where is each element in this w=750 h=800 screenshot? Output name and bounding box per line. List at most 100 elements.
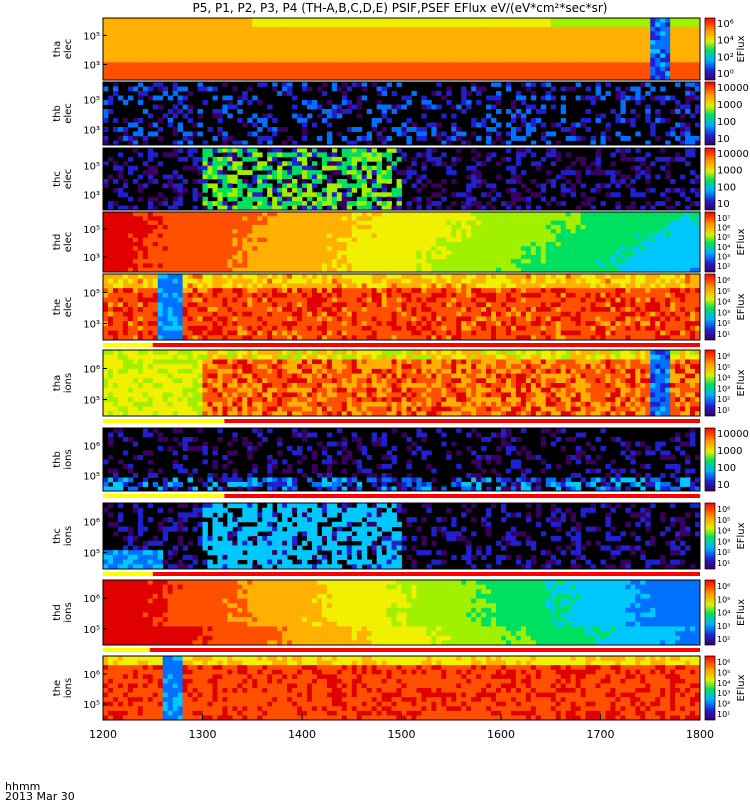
heatmap-cell (252, 187, 258, 193)
heatmap-cell (292, 104, 298, 110)
heatmap-cell (466, 49, 472, 54)
heatmap-cell (366, 26, 373, 32)
heatmap-cell (247, 259, 253, 264)
heatmap-cell (501, 156, 507, 162)
heatmap-cell (306, 254, 313, 260)
heatmap-cell (262, 71, 268, 76)
heatmap-cell (386, 179, 392, 184)
heatmap-cell (341, 66, 348, 72)
heatmap-cell (461, 250, 467, 256)
heatmap-cell (202, 66, 208, 72)
heatmap-cell (247, 196, 253, 202)
heatmap-cell (272, 152, 278, 158)
heatmap-cell (316, 201, 323, 206)
heatmap-cell (302, 66, 308, 72)
heatmap-cell (262, 35, 268, 41)
heatmap-cell (476, 205, 482, 211)
heatmap-cell (351, 183, 358, 189)
heatmap-cell (381, 91, 387, 96)
heatmap-cell (501, 66, 507, 72)
heatmap-cell (431, 18, 437, 23)
heatmap-cell (157, 49, 164, 54)
heatmap-cell (117, 316, 124, 322)
heatmap-cell (336, 131, 343, 137)
heatmap-cell (431, 254, 437, 260)
heatmap-cell (471, 254, 477, 260)
heatmap-cell (645, 118, 651, 123)
heatmap-cell (466, 91, 472, 96)
heatmap-cell (227, 152, 233, 158)
heatmap-cell (341, 100, 348, 105)
heatmap-cell (122, 233, 129, 239)
heatmap-cell (122, 26, 129, 32)
heatmap-cell (391, 127, 397, 132)
heatmap-cell (451, 104, 457, 110)
heatmap-cell (147, 259, 154, 264)
heatmap-cell (595, 187, 601, 193)
heatmap-cell (471, 174, 477, 180)
heatmap-cell (117, 283, 124, 289)
heatmap-cell (471, 53, 477, 59)
heatmap-cell (222, 26, 228, 32)
heatmap-cell (471, 250, 477, 256)
heatmap-cell (361, 229, 368, 234)
heatmap-cell (525, 242, 532, 247)
heatmap-cell (287, 18, 293, 23)
heatmap-cell (600, 242, 606, 247)
heatmap-cell (252, 44, 258, 50)
heatmap-cell (346, 267, 353, 273)
heatmap-cell (192, 57, 198, 63)
heatmap-cell (371, 179, 378, 184)
heatmap-cell (685, 40, 691, 45)
heatmap-cell (391, 237, 397, 243)
heatmap-cell (127, 26, 134, 32)
heatmap-cell (590, 170, 596, 175)
heatmap-cell (107, 40, 114, 45)
heatmap-cell (615, 18, 621, 23)
heatmap-cell (496, 66, 502, 72)
heatmap-cell (396, 66, 402, 72)
heatmap-cell (192, 242, 198, 247)
heatmap-cell (421, 40, 427, 45)
heatmap-cell (421, 246, 427, 251)
heatmap-cell (331, 233, 338, 239)
heatmap-cell (406, 127, 412, 132)
heatmap-cell (675, 57, 681, 63)
heatmap-cell (660, 62, 666, 68)
heatmap-cell (386, 148, 392, 153)
heatmap-cell (252, 259, 258, 264)
heatmap-cell (103, 229, 109, 234)
heatmap-cell (117, 278, 124, 284)
heatmap-cell (232, 22, 238, 28)
heatmap-cell (282, 152, 288, 158)
heatmap-cell (346, 229, 353, 234)
heatmap-cell (197, 26, 203, 32)
heatmap-cell (510, 201, 517, 206)
heatmap-cell (675, 71, 681, 76)
heatmap-cell (501, 31, 507, 37)
heatmap-cell (306, 49, 313, 54)
heatmap-cell (690, 254, 696, 260)
heatmap-cell (157, 22, 164, 28)
heatmap-cell (147, 237, 154, 243)
heatmap-cell (650, 237, 656, 243)
heatmap-cell (242, 165, 248, 171)
heatmap-cell (560, 220, 567, 226)
heatmap-cell (247, 118, 253, 123)
heatmap-cell (421, 53, 427, 59)
heatmap-cell (426, 71, 432, 76)
heatmap-cell (326, 53, 333, 59)
heatmap-cell (122, 40, 129, 45)
heatmap-cell (560, 237, 567, 243)
heatmap-cell (376, 156, 383, 162)
heatmap-cell (257, 100, 263, 105)
heatmap-cell (107, 278, 114, 284)
heatmap-cell (605, 82, 611, 87)
heatmap-cell (580, 220, 586, 226)
heatmap-cell (341, 49, 348, 54)
heatmap-cell (182, 18, 188, 23)
heatmap-cell (645, 170, 651, 175)
heatmap-cell (406, 205, 412, 211)
heatmap-cell (436, 254, 442, 260)
